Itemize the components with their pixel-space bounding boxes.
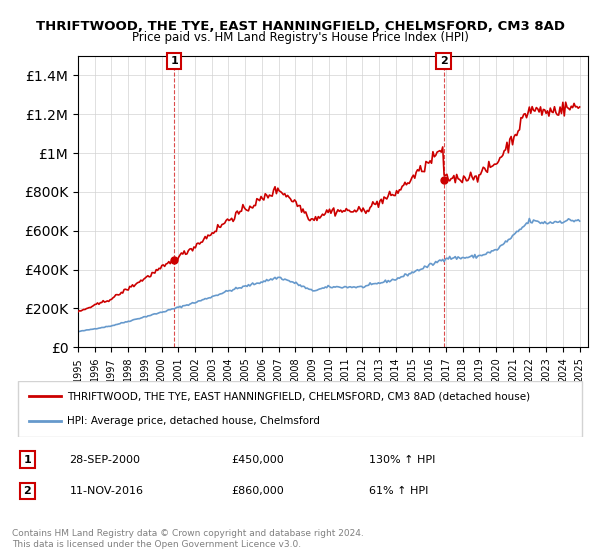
Text: 11-NOV-2016: 11-NOV-2016 [70, 486, 143, 496]
Text: 130% ↑ HPI: 130% ↑ HPI [369, 455, 436, 465]
Text: THRIFTWOOD, THE TYE, EAST HANNINGFIELD, CHELMSFORD, CM3 8AD (detached house): THRIFTWOOD, THE TYE, EAST HANNINGFIELD, … [67, 391, 530, 402]
Text: £450,000: £450,000 [231, 455, 284, 465]
Text: 1: 1 [23, 455, 31, 465]
Text: Contains HM Land Registry data © Crown copyright and database right 2024.: Contains HM Land Registry data © Crown c… [12, 529, 364, 538]
Point [169, 255, 179, 264]
Text: 2: 2 [23, 486, 31, 496]
Text: Price paid vs. HM Land Registry's House Price Index (HPI): Price paid vs. HM Land Registry's House … [131, 31, 469, 44]
FancyBboxPatch shape [18, 381, 582, 437]
Text: £860,000: £860,000 [231, 486, 284, 496]
Text: This data is licensed under the Open Government Licence v3.0.: This data is licensed under the Open Gov… [12, 540, 301, 549]
Text: THRIFTWOOD, THE TYE, EAST HANNINGFIELD, CHELMSFORD, CM3 8AD: THRIFTWOOD, THE TYE, EAST HANNINGFIELD, … [35, 20, 565, 32]
Text: 1: 1 [170, 56, 178, 66]
Text: 61% ↑ HPI: 61% ↑ HPI [369, 486, 428, 496]
Text: HPI: Average price, detached house, Chelmsford: HPI: Average price, detached house, Chel… [67, 416, 320, 426]
Text: 28-SEP-2000: 28-SEP-2000 [70, 455, 140, 465]
Point [439, 176, 448, 185]
Text: 2: 2 [440, 56, 448, 66]
